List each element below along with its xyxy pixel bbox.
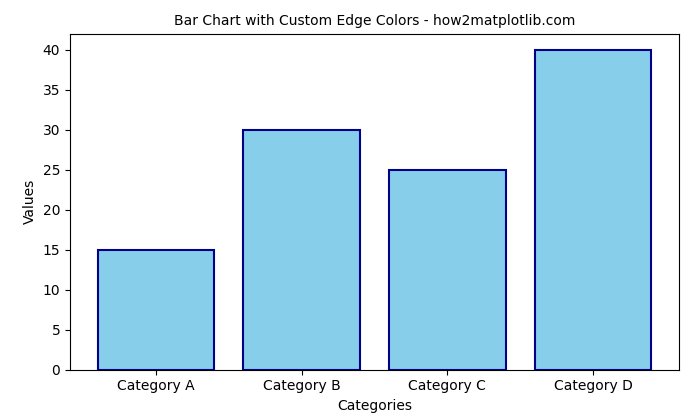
X-axis label: Categories: Categories (337, 399, 412, 413)
Title: Bar Chart with Custom Edge Colors - how2matplotlib.com: Bar Chart with Custom Edge Colors - how2… (174, 14, 575, 28)
Bar (389, 170, 505, 370)
Y-axis label: Values: Values (23, 179, 37, 224)
Bar (244, 130, 360, 370)
Bar (98, 249, 214, 370)
Bar (535, 50, 651, 370)
